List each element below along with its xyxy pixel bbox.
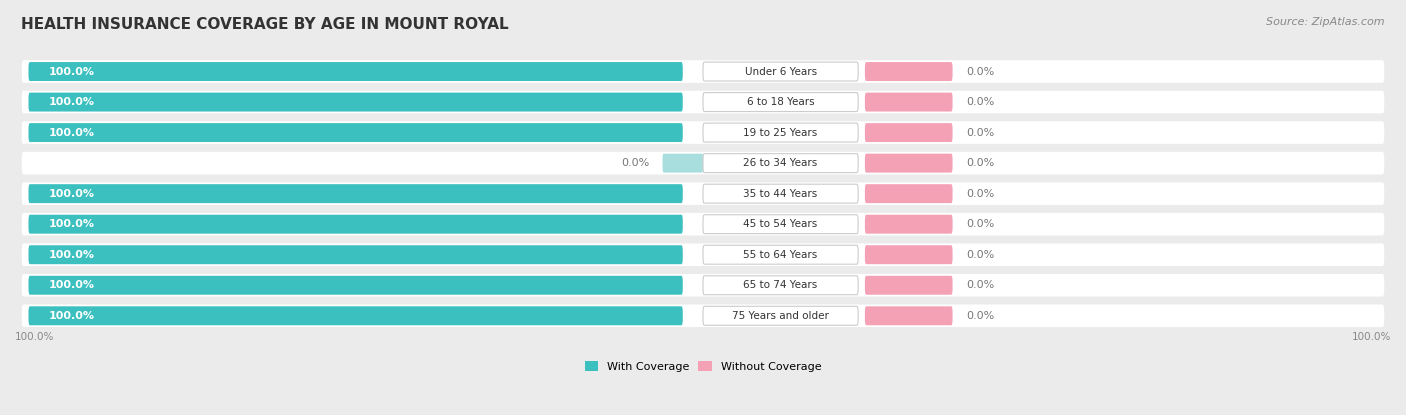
Text: 0.0%: 0.0% [966,219,994,229]
FancyBboxPatch shape [21,244,1385,266]
FancyBboxPatch shape [703,154,858,173]
FancyBboxPatch shape [28,276,683,295]
FancyBboxPatch shape [28,62,683,81]
Text: 100.0%: 100.0% [49,97,94,107]
FancyBboxPatch shape [865,154,953,173]
FancyBboxPatch shape [21,121,1385,144]
FancyBboxPatch shape [21,152,1385,174]
FancyBboxPatch shape [865,62,953,81]
FancyBboxPatch shape [703,123,858,142]
Text: 55 to 64 Years: 55 to 64 Years [744,250,818,260]
FancyBboxPatch shape [28,306,683,325]
Text: 0.0%: 0.0% [966,127,994,138]
Text: 75 Years and older: 75 Years and older [733,311,830,321]
FancyBboxPatch shape [703,306,858,325]
FancyBboxPatch shape [703,62,858,81]
FancyBboxPatch shape [865,306,953,325]
FancyBboxPatch shape [865,245,953,264]
Text: 0.0%: 0.0% [966,250,994,260]
FancyBboxPatch shape [28,123,683,142]
Text: 0.0%: 0.0% [966,280,994,290]
FancyBboxPatch shape [21,305,1385,327]
FancyBboxPatch shape [28,93,683,112]
FancyBboxPatch shape [703,276,858,295]
Text: 0.0%: 0.0% [966,97,994,107]
Text: 0.0%: 0.0% [966,311,994,321]
Text: 65 to 74 Years: 65 to 74 Years [744,280,818,290]
FancyBboxPatch shape [865,276,953,295]
FancyBboxPatch shape [865,93,953,112]
FancyBboxPatch shape [703,184,858,203]
FancyBboxPatch shape [662,154,703,173]
FancyBboxPatch shape [21,274,1385,297]
FancyBboxPatch shape [703,93,858,112]
FancyBboxPatch shape [21,60,1385,83]
FancyBboxPatch shape [21,182,1385,205]
FancyBboxPatch shape [703,245,858,264]
Text: 0.0%: 0.0% [621,158,650,168]
FancyBboxPatch shape [865,123,953,142]
Text: HEALTH INSURANCE COVERAGE BY AGE IN MOUNT ROYAL: HEALTH INSURANCE COVERAGE BY AGE IN MOUN… [21,17,509,32]
Text: 100.0%: 100.0% [49,66,94,76]
FancyBboxPatch shape [21,91,1385,113]
FancyBboxPatch shape [21,213,1385,235]
Text: 0.0%: 0.0% [966,66,994,76]
FancyBboxPatch shape [865,215,953,234]
Text: 6 to 18 Years: 6 to 18 Years [747,97,814,107]
Text: 19 to 25 Years: 19 to 25 Years [744,127,818,138]
Text: 100.0%: 100.0% [49,219,94,229]
FancyBboxPatch shape [28,215,683,234]
Text: 100.0%: 100.0% [49,311,94,321]
Text: 45 to 54 Years: 45 to 54 Years [744,219,818,229]
Text: 100.0%: 100.0% [49,280,94,290]
FancyBboxPatch shape [28,245,683,264]
Text: Source: ZipAtlas.com: Source: ZipAtlas.com [1267,17,1385,27]
Legend: With Coverage, Without Coverage: With Coverage, Without Coverage [581,357,825,376]
Text: 26 to 34 Years: 26 to 34 Years [744,158,818,168]
Text: 100.0%: 100.0% [49,250,94,260]
FancyBboxPatch shape [703,215,858,234]
Text: 100.0%: 100.0% [1351,332,1391,342]
Text: 100.0%: 100.0% [49,127,94,138]
FancyBboxPatch shape [865,184,953,203]
Text: 100.0%: 100.0% [15,332,55,342]
Text: 0.0%: 0.0% [966,189,994,199]
FancyBboxPatch shape [28,184,683,203]
Text: 100.0%: 100.0% [49,189,94,199]
Text: 0.0%: 0.0% [966,158,994,168]
Text: 35 to 44 Years: 35 to 44 Years [744,189,818,199]
Text: Under 6 Years: Under 6 Years [745,66,817,76]
